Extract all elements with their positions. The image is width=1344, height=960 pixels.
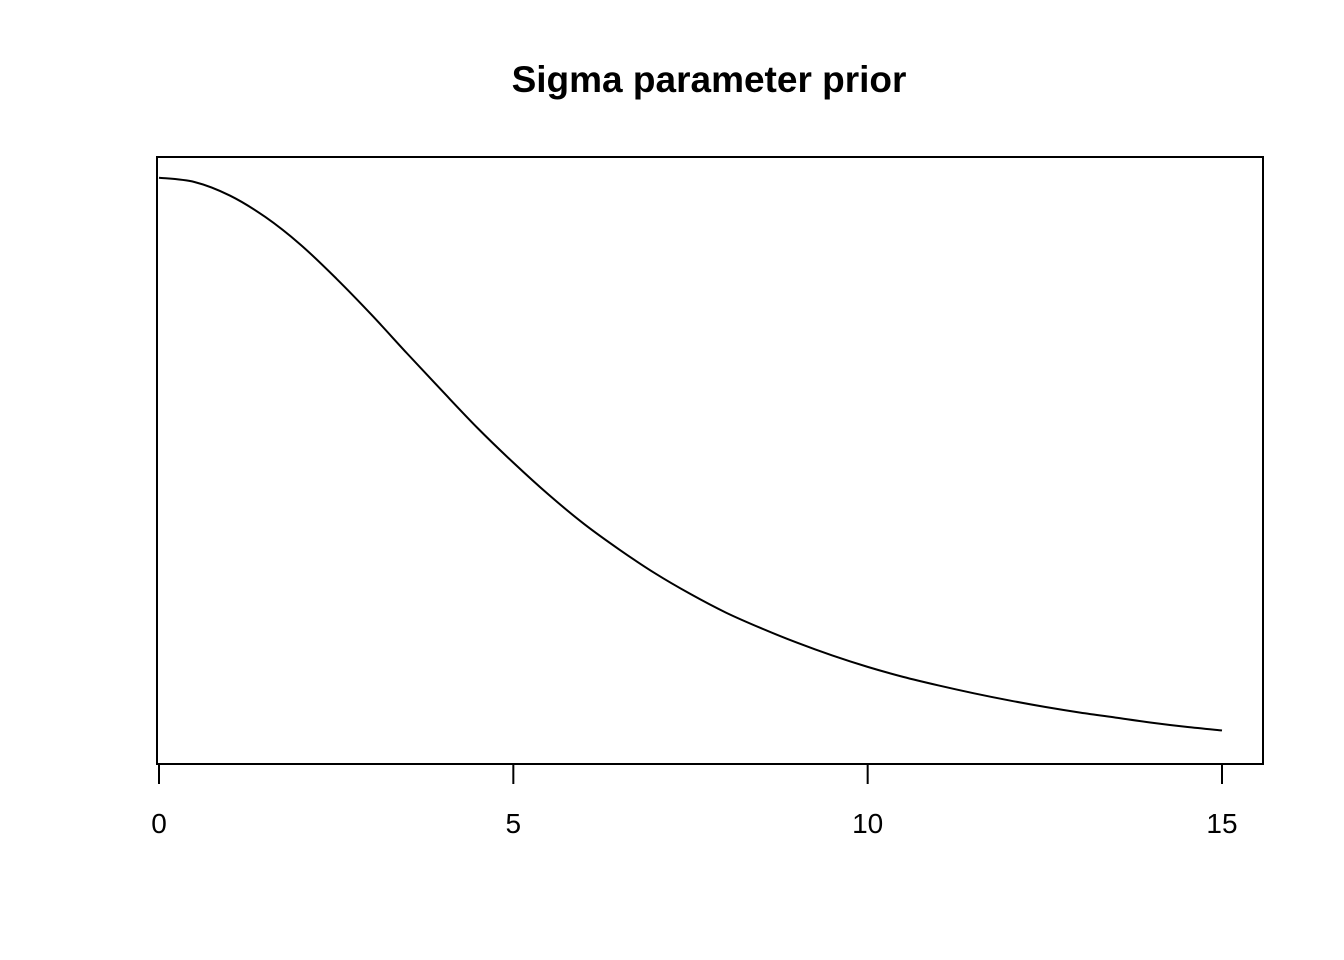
x-tick-label: 15	[1206, 808, 1237, 839]
x-tick-label: 0	[151, 808, 167, 839]
plot-frame	[156, 156, 1264, 765]
x-tick-label: 10	[852, 808, 883, 839]
x-tick-label: 5	[506, 808, 522, 839]
x-axis: 0 5 10 15	[151, 763, 1238, 839]
chart-title: Sigma parameter prior	[512, 59, 907, 100]
density-curve	[158, 176, 1223, 732]
